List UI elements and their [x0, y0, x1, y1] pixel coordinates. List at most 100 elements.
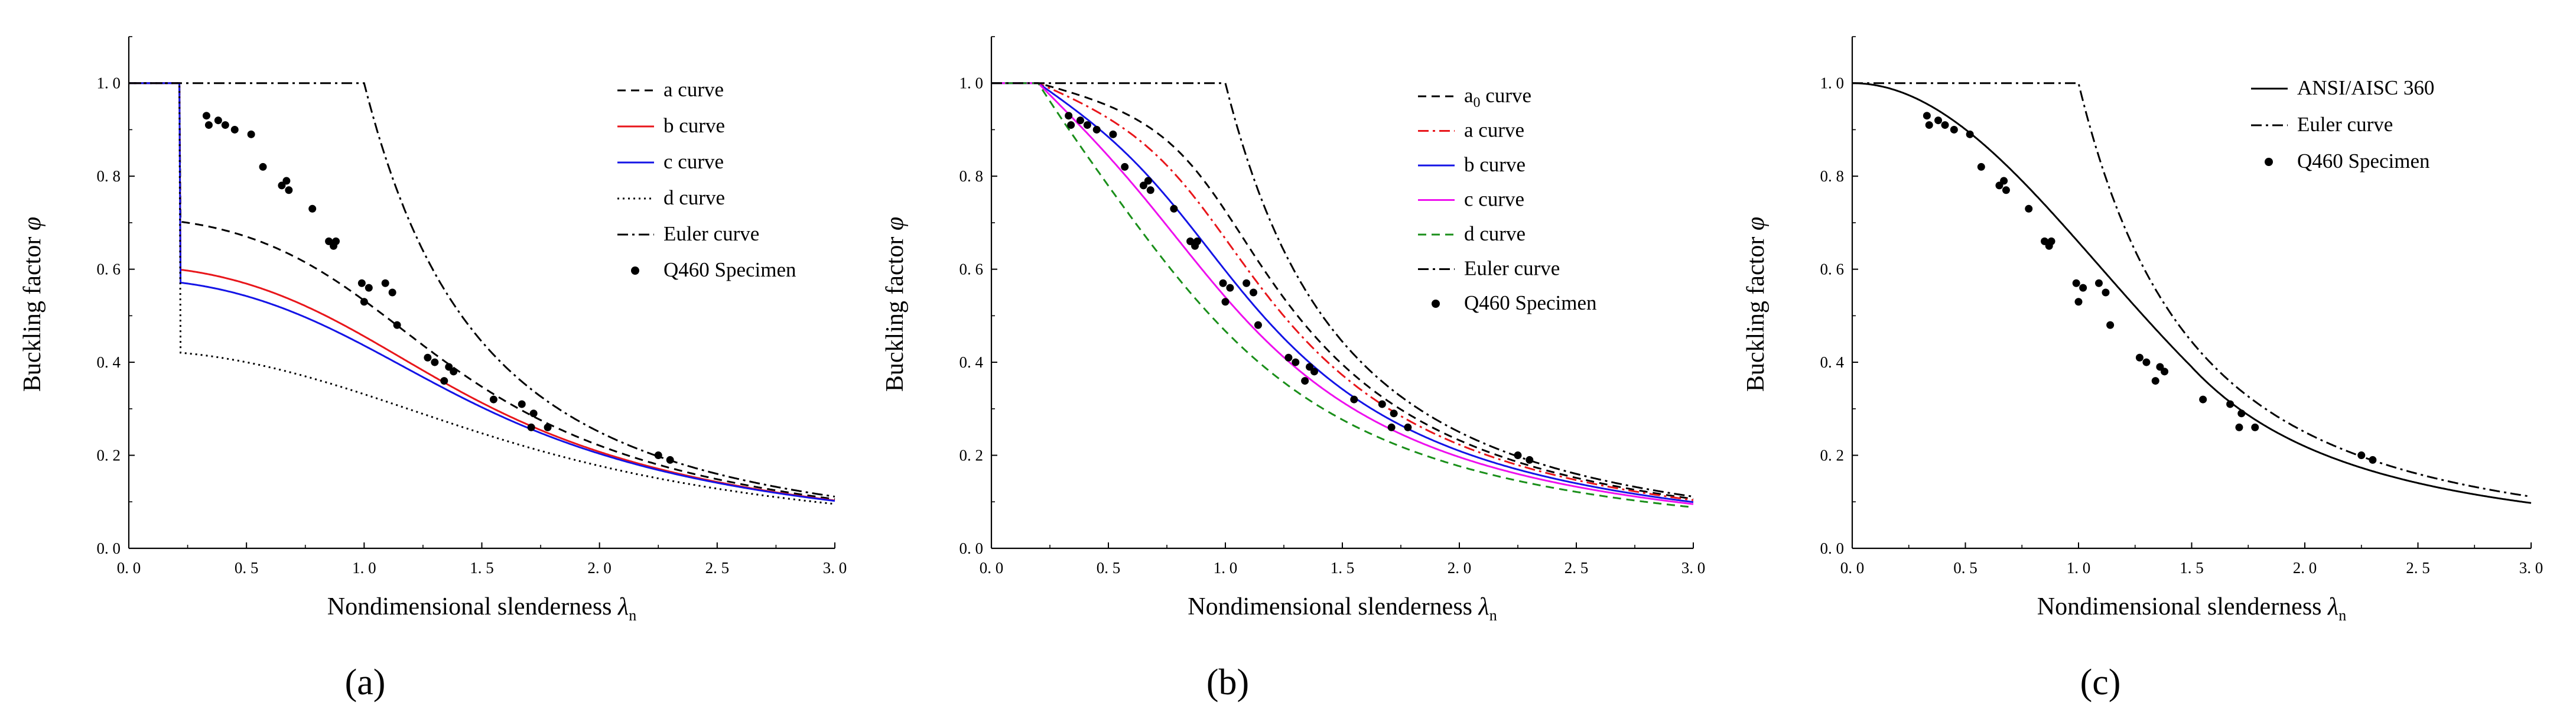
- x-tick-label: 2. 0: [1448, 559, 1472, 577]
- specimen-point: [2235, 423, 2243, 431]
- specimen-point: [1092, 125, 1101, 134]
- specimen-point: [330, 242, 338, 250]
- specimen-point: [388, 288, 396, 297]
- y-axis-label: Buckling factor φ: [882, 217, 909, 392]
- specimen-point: [1390, 409, 1398, 418]
- specimen-point: [2000, 177, 2008, 185]
- specimen-point: [221, 121, 229, 129]
- y-tick-label: 0. 0: [97, 539, 121, 557]
- specimen-point: [2072, 279, 2080, 287]
- series-line-b-curve: [129, 82, 835, 502]
- specimen-point: [1977, 162, 1985, 171]
- specimen-point: [282, 177, 291, 185]
- specimen-point: [544, 423, 552, 431]
- specimen-point: [1404, 423, 1412, 431]
- x-tick-label: 0. 0: [1840, 559, 1865, 577]
- specimen-point: [2237, 409, 2246, 418]
- y-tick-label: 0. 0: [1820, 539, 1845, 557]
- specimen-point: [285, 186, 293, 194]
- panel-label-b: (b): [1206, 662, 1249, 703]
- specimen-point: [2025, 204, 2033, 213]
- legend-label: Euler curve: [2297, 113, 2393, 136]
- series-line-euler-curve: [991, 82, 1694, 498]
- specimen-point: [2199, 395, 2207, 404]
- series-line-d-curve: [129, 82, 835, 505]
- y-tick-label: 0. 2: [1820, 447, 1845, 464]
- x-axis-label: Nondimensional slenderness λn: [1188, 593, 1497, 624]
- legend-label: a0 curve: [1464, 84, 1531, 110]
- panel-label-c: (c): [2080, 662, 2121, 703]
- specimen-point: [489, 395, 497, 404]
- chart-panel-a: 0. 0 0. 5 1. 0 1. 5 2. 0 2. 5 3. 0 0. 0 0. 2 0. 4…: [19, 36, 847, 624]
- specimen-point: [445, 363, 453, 371]
- specimen-point: [2079, 284, 2087, 292]
- legend-label: b curve: [663, 114, 725, 137]
- x-tick-label: 1. 0: [2067, 559, 2091, 577]
- y-tick-label: 1. 0: [1820, 74, 1845, 92]
- legend-label: Q460 Specimen: [1464, 291, 1597, 314]
- x-tick-label: 3. 0: [2519, 559, 2544, 577]
- specimen-point: [2135, 353, 2144, 362]
- y-tick-label: 0. 0: [960, 539, 984, 557]
- legend-marker: [631, 266, 639, 275]
- specimen-point: [440, 377, 448, 385]
- legend-label: a curve: [663, 78, 724, 101]
- x-tick-label: 0. 5: [1953, 559, 1977, 577]
- specimen-point: [381, 279, 389, 287]
- y-axis-label: Buckling factor φ: [1742, 217, 1770, 392]
- specimen-point: [1226, 284, 1234, 292]
- specimen-point: [1923, 112, 1931, 120]
- x-tick-label: 2. 5: [2406, 559, 2430, 577]
- series-line-c-curve: [129, 82, 835, 502]
- x-tick-label: 1. 0: [352, 559, 376, 577]
- specimen-point: [1219, 279, 1227, 287]
- specimen-point: [1109, 130, 1117, 138]
- specimen-point: [1387, 423, 1396, 431]
- specimen-point: [666, 456, 674, 464]
- y-tick-label: 1. 0: [960, 74, 984, 92]
- specimen-point: [1934, 116, 1943, 125]
- legend-marker: [2265, 158, 2273, 166]
- x-tick-label: 1. 5: [1331, 559, 1355, 577]
- panel-label-a: (a): [345, 662, 386, 703]
- specimen-point: [1076, 116, 1084, 125]
- y-tick-label: 0. 4: [97, 353, 121, 371]
- series-line-a-curve: [129, 82, 835, 500]
- specimen-point: [1144, 177, 1152, 185]
- series-line-c-curve: [991, 82, 1694, 505]
- x-tick-label: 0. 0: [117, 559, 141, 577]
- specimen-point: [2357, 451, 2366, 460]
- y-tick-label: 0. 8: [97, 167, 121, 185]
- x-axis-label: Nondimensional slenderness λn: [2037, 593, 2346, 624]
- series-line-euler-curve: [129, 82, 835, 498]
- specimen-point: [2002, 186, 2010, 194]
- specimen-point: [247, 130, 255, 138]
- specimen-point: [214, 116, 222, 125]
- specimen-point: [1306, 363, 1314, 371]
- legend-label: ANSI/AISC 360: [2297, 76, 2434, 99]
- x-tick-label: 3. 0: [823, 559, 847, 577]
- x-tick-label: 1. 5: [2180, 559, 2204, 577]
- specimen-point: [1925, 121, 1933, 129]
- specimen-point: [204, 121, 213, 129]
- legend-label: c curve: [663, 150, 724, 173]
- specimen-point: [1250, 288, 1258, 297]
- legend-label: a curve: [1464, 119, 1524, 142]
- specimen-point: [1292, 358, 1300, 366]
- specimen-point: [529, 409, 538, 418]
- specimen-point: [1170, 204, 1178, 213]
- x-tick-label: 0. 5: [1097, 559, 1121, 577]
- specimen-point: [365, 284, 373, 292]
- legend-marker: [1432, 300, 1440, 308]
- specimen-point: [393, 321, 401, 329]
- specimen-point: [360, 298, 368, 306]
- specimen-point: [357, 279, 366, 287]
- specimen-point: [2094, 279, 2103, 287]
- x-tick-label: 1. 5: [470, 559, 494, 577]
- x-tick-label: 2. 5: [1565, 559, 1589, 577]
- specimen-point: [450, 368, 458, 376]
- specimen-point: [1121, 162, 1129, 171]
- specimen-point: [424, 353, 432, 362]
- specimen-point: [1254, 321, 1262, 329]
